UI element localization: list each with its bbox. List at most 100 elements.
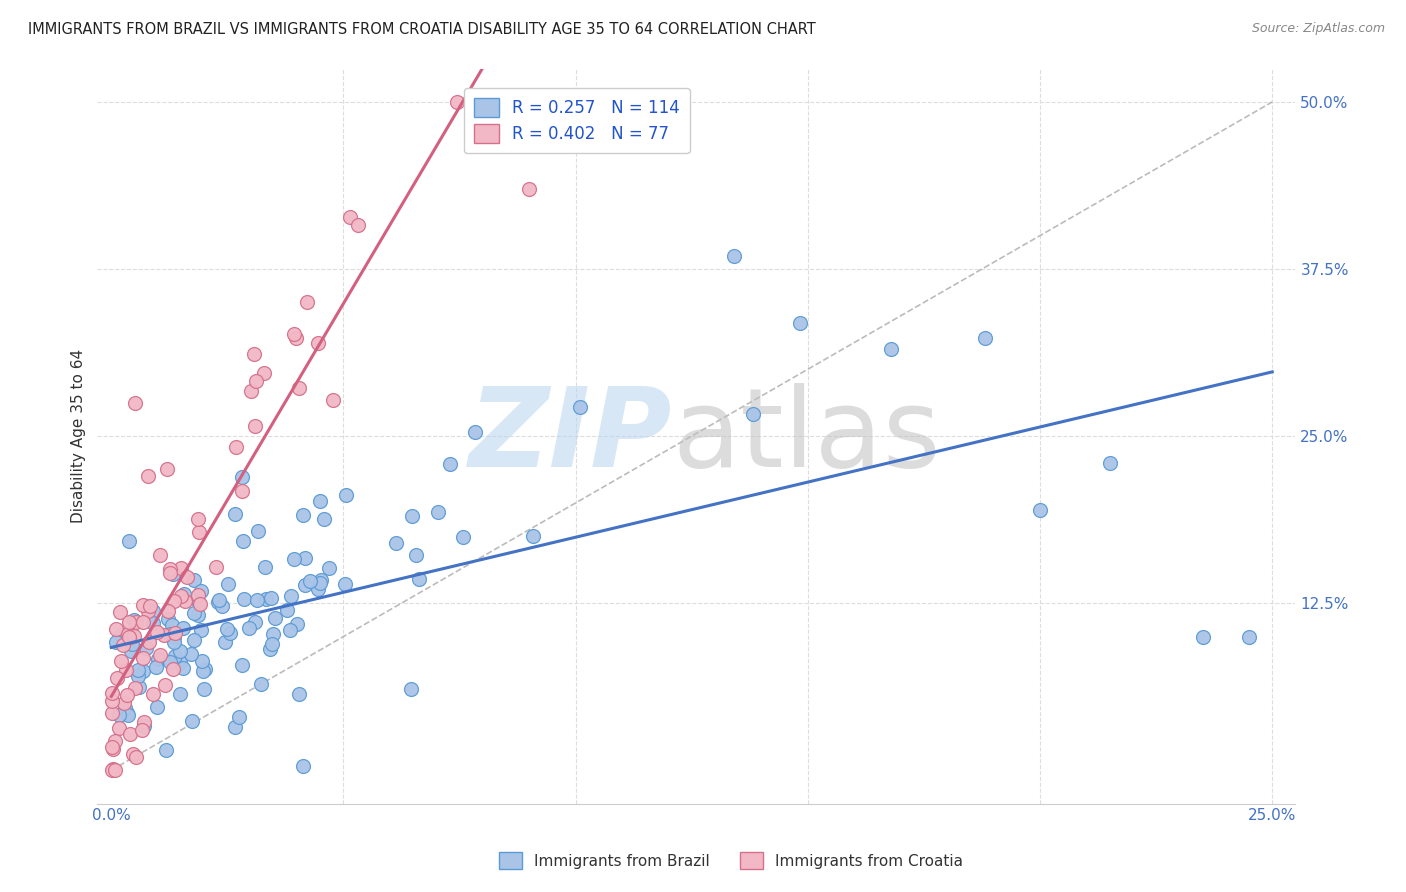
Point bbox=[111, 638, 134, 652]
Point bbox=[246, 592, 269, 607]
Point bbox=[125, 750, 148, 764]
Point bbox=[110, 605, 132, 619]
Point bbox=[124, 681, 146, 695]
Point bbox=[101, 763, 124, 777]
Text: Source: ZipAtlas.com: Source: ZipAtlas.com bbox=[1251, 22, 1385, 36]
Point bbox=[1237, 630, 1260, 644]
Point bbox=[276, 603, 298, 617]
Point bbox=[243, 418, 266, 433]
Point bbox=[232, 534, 254, 549]
Point bbox=[132, 719, 155, 733]
Point bbox=[385, 536, 408, 550]
Point bbox=[224, 507, 246, 521]
Point bbox=[187, 512, 209, 526]
Point bbox=[107, 707, 129, 722]
Point bbox=[169, 687, 191, 701]
Point bbox=[159, 655, 181, 669]
Y-axis label: Disability Age 35 to 64: Disability Age 35 to 64 bbox=[72, 349, 86, 523]
Point bbox=[280, 590, 302, 604]
Point bbox=[307, 335, 329, 350]
Point bbox=[250, 677, 273, 691]
Point bbox=[159, 566, 181, 581]
Point bbox=[162, 567, 184, 582]
Point bbox=[156, 462, 179, 476]
Text: atlas: atlas bbox=[672, 383, 941, 490]
Point bbox=[114, 701, 136, 715]
Point bbox=[285, 616, 308, 631]
Point bbox=[139, 599, 162, 614]
Point bbox=[105, 622, 128, 636]
Point bbox=[453, 530, 475, 544]
Point bbox=[153, 628, 176, 642]
Point bbox=[118, 726, 141, 740]
Point bbox=[187, 607, 209, 622]
Point bbox=[973, 330, 995, 344]
Point bbox=[120, 644, 142, 658]
Point bbox=[307, 582, 329, 596]
Point bbox=[170, 589, 193, 603]
Point bbox=[309, 575, 332, 590]
Point bbox=[183, 607, 205, 621]
Point bbox=[214, 634, 236, 648]
Point bbox=[1191, 630, 1213, 644]
Point bbox=[163, 635, 186, 649]
Point bbox=[173, 587, 195, 601]
Point bbox=[569, 401, 592, 415]
Point bbox=[259, 642, 281, 657]
Point bbox=[124, 629, 146, 643]
Point bbox=[100, 686, 122, 700]
Point bbox=[193, 682, 215, 697]
Point bbox=[243, 347, 266, 361]
Point bbox=[339, 211, 361, 225]
Text: IMMIGRANTS FROM BRAZIL VS IMMIGRANTS FROM CROATIA DISABILITY AGE 35 TO 64 CORREL: IMMIGRANTS FROM BRAZIL VS IMMIGRANTS FRO… bbox=[28, 22, 815, 37]
Point bbox=[104, 635, 127, 649]
Point bbox=[142, 688, 165, 702]
Point bbox=[155, 743, 177, 757]
Point bbox=[132, 714, 155, 729]
Point bbox=[163, 648, 186, 663]
Point bbox=[121, 637, 143, 651]
Point bbox=[110, 654, 132, 668]
Point bbox=[120, 630, 142, 644]
Point bbox=[100, 706, 122, 721]
Point bbox=[522, 529, 544, 543]
Point bbox=[318, 561, 340, 575]
Point bbox=[262, 627, 284, 641]
Point bbox=[187, 588, 209, 602]
Point bbox=[156, 612, 179, 626]
Point bbox=[308, 493, 330, 508]
Point bbox=[101, 762, 124, 776]
Point bbox=[347, 218, 370, 232]
Point bbox=[101, 742, 124, 756]
Point bbox=[231, 470, 253, 484]
Point bbox=[254, 592, 277, 607]
Point bbox=[723, 249, 745, 263]
Point bbox=[211, 599, 233, 614]
Point bbox=[278, 623, 301, 637]
Point bbox=[163, 625, 186, 640]
Point bbox=[219, 626, 242, 640]
Point bbox=[333, 577, 356, 591]
Point bbox=[118, 615, 141, 629]
Point bbox=[180, 648, 202, 662]
Point bbox=[128, 681, 150, 695]
Point bbox=[288, 381, 311, 395]
Point bbox=[146, 624, 169, 639]
Point bbox=[162, 662, 184, 676]
Point bbox=[132, 651, 155, 665]
Point bbox=[183, 633, 205, 648]
Point bbox=[405, 548, 427, 562]
Point bbox=[243, 615, 266, 629]
Point bbox=[145, 699, 167, 714]
Point bbox=[146, 652, 169, 666]
Point bbox=[169, 644, 191, 658]
Point bbox=[245, 374, 267, 388]
Point bbox=[517, 182, 540, 196]
Point bbox=[159, 627, 181, 641]
Point bbox=[401, 509, 423, 524]
Point bbox=[439, 457, 461, 471]
Point bbox=[253, 560, 276, 574]
Point bbox=[335, 488, 357, 502]
Point bbox=[131, 598, 153, 612]
Point bbox=[122, 747, 145, 762]
